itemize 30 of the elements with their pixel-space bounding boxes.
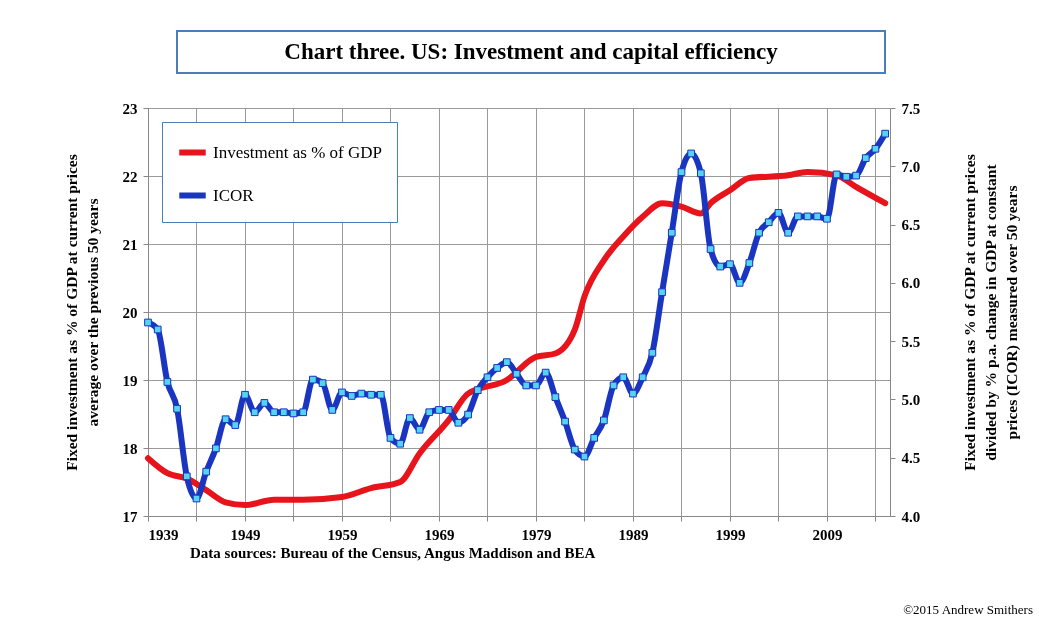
x-tick-label: 1969 (424, 526, 455, 543)
y2-tick-label: 5.0 (901, 391, 921, 408)
y-tick-label: 21 (122, 236, 138, 253)
y-tick-label: 18 (122, 440, 138, 457)
y2-tick-label: 6.0 (901, 275, 921, 292)
y-tick-label: 23 (122, 100, 138, 117)
y2-axis-title: Fixed investment as % of GDP at current prices divided by % p.a. change in GDP at constant prices (ICOR) measured over 50 years (961, 154, 1022, 471)
y-axis-title: Fixed investment as % of GDP at current prices average over the previous 50 years (62, 154, 101, 471)
y-tick-label: 17 (122, 508, 138, 525)
x-tick-label: 1959 (327, 526, 358, 543)
x-tick-label: 1979 (521, 526, 552, 543)
y2-tick-label: 5.5 (901, 333, 921, 350)
chart-title: Chart three. US: Investment and capital efficiency (176, 30, 886, 74)
legend-label: Investment as % of GDP (213, 142, 383, 162)
x-tick-label: 1999 (715, 526, 746, 543)
y-tick-label: 22 (122, 168, 138, 185)
y2-tick-label: 4.0 (901, 508, 921, 525)
x-tick-label: 2009 (812, 526, 843, 543)
y-tick-label: 19 (122, 372, 138, 389)
x-tick-label: 1949 (230, 526, 261, 543)
legend-label: ICOR (213, 185, 255, 205)
x-tick-label: 1939 (148, 526, 179, 543)
y2-tick-label: 4.5 (901, 450, 921, 467)
y2-tick-label: 6.5 (901, 217, 921, 234)
y2-tick-label: 7.5 (901, 100, 921, 117)
y-tick-label: 20 (122, 304, 138, 321)
y2-tick-label: 7.0 (901, 158, 921, 175)
text: ©2015 Andrew Smithers (903, 602, 1033, 618)
text: Data sources: Bureau of the Census, Angus Maddison and BEA (190, 545, 596, 562)
x-tick-label: 1989 (618, 526, 649, 543)
